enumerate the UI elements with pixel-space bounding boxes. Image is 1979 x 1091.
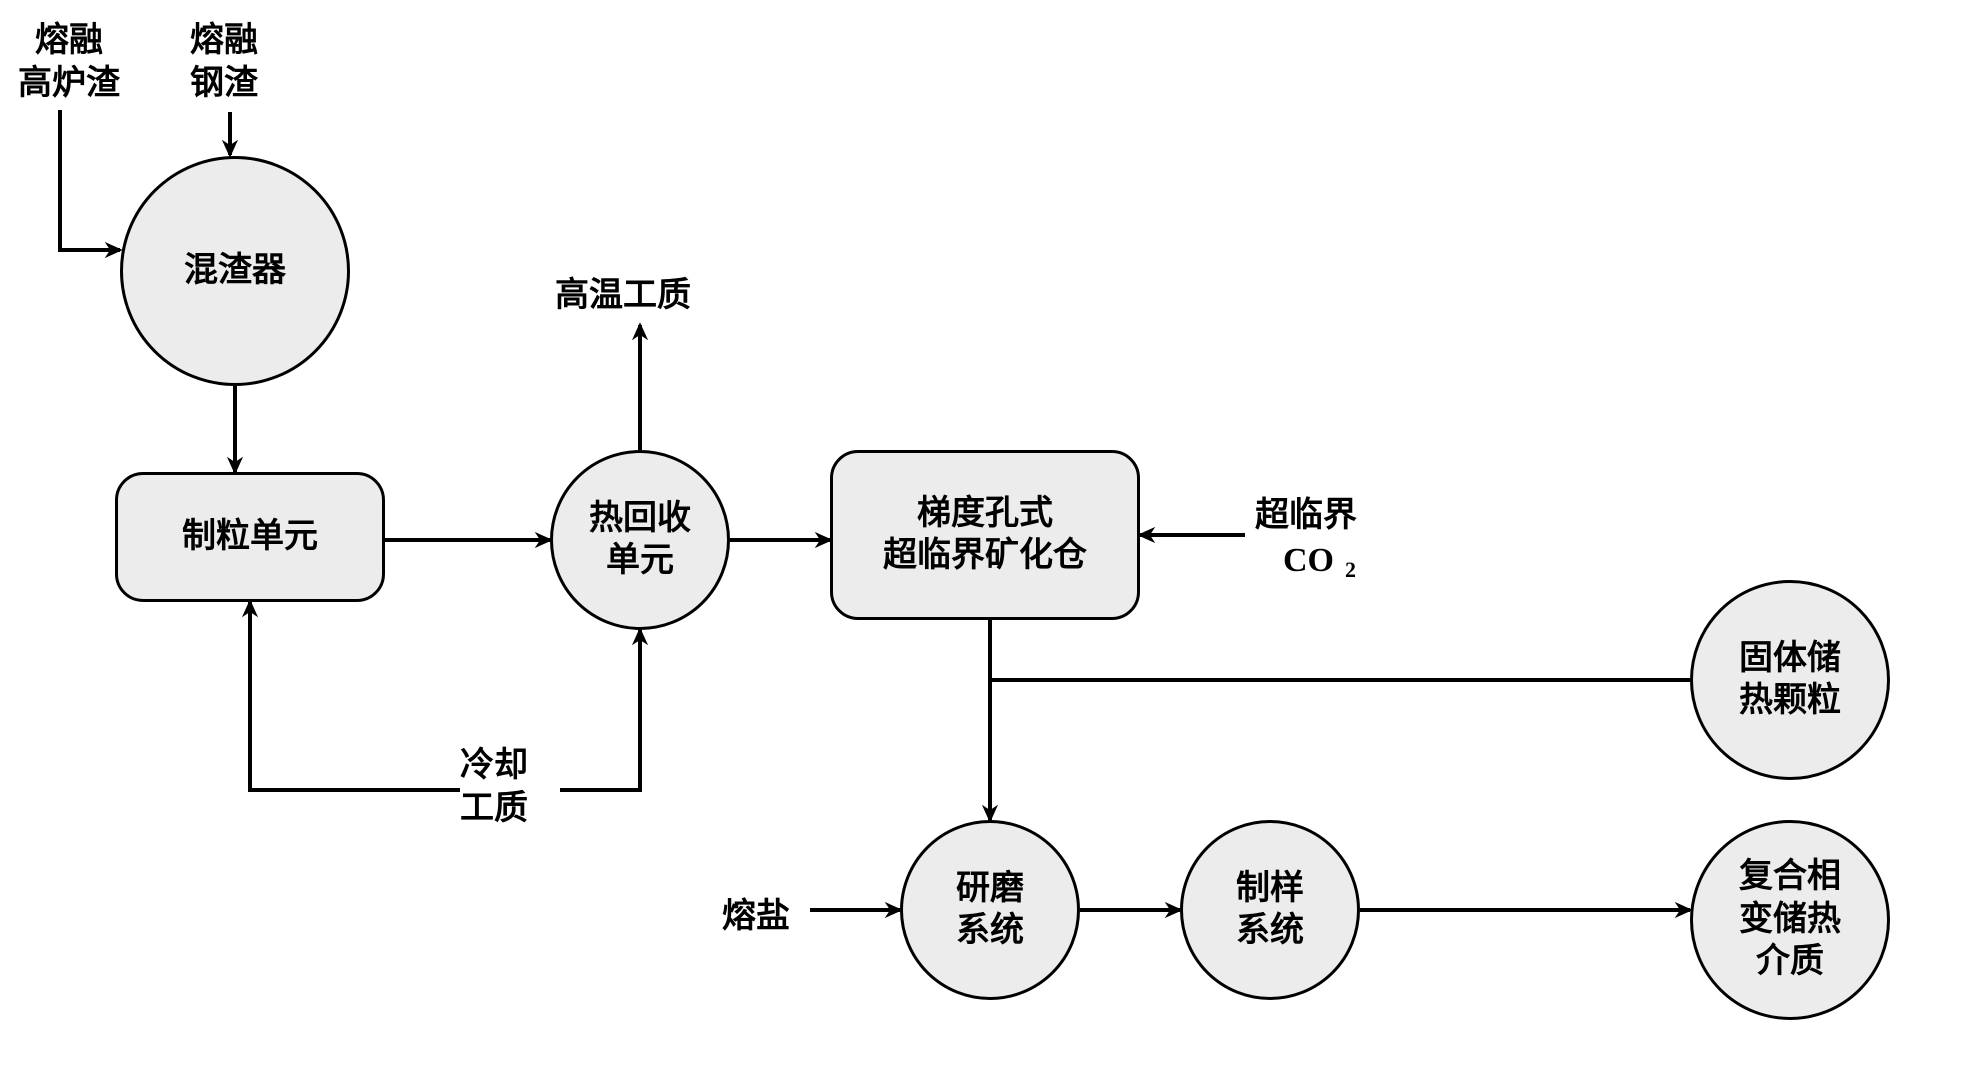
label-co2: CO: [1283, 540, 1334, 583]
label-blast_slag: 熔融 高炉渣: [18, 20, 120, 105]
label-cooling: 冷却 工质: [460, 745, 528, 830]
node-composite: 复合相 变储热 介质: [1690, 820, 1890, 1020]
label-high_temp: 高温工质: [555, 275, 691, 318]
node-mineralization: 梯度孔式 超临界矿化仓: [830, 450, 1140, 620]
label-sc_co2: 超临界: [1255, 495, 1357, 538]
node-mixer: 混渣器: [120, 156, 350, 386]
node-grinding: 研磨 系统: [900, 820, 1080, 1000]
node-heat_recov: 热回收 单元: [550, 450, 730, 630]
node-solid_storage: 固体储 热颗粒: [1690, 580, 1890, 780]
node-granulation: 制粒单元: [115, 472, 385, 602]
label-molten_salt: 熔盐: [722, 896, 790, 939]
label-steel_slag: 熔融 钢渣: [190, 20, 258, 105]
label-co2_sub: 2: [1345, 556, 1356, 584]
diagram-canvas: 混渣器制粒单元 热回收 单元梯度孔式 超临界矿化仓研磨 系统制样 系统 固体储 热颗…: [0, 0, 1979, 1091]
node-sampling: 制样 系统: [1180, 820, 1360, 1000]
